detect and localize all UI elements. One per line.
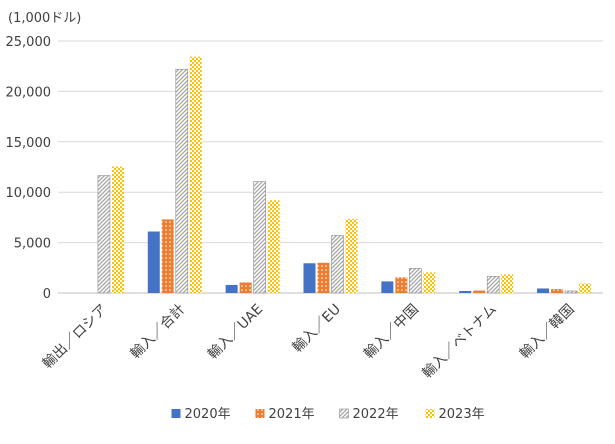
bar (175, 68, 189, 294)
bar (501, 274, 514, 293)
bar (97, 175, 111, 294)
x-tick-label: 輸出／ロシア (40, 301, 111, 372)
bar (345, 218, 358, 293)
legend-label: 2020年 (185, 407, 231, 422)
x-tick-label: 輸入／EU (290, 301, 345, 356)
bar (267, 200, 280, 293)
bar (111, 166, 124, 293)
bar (253, 181, 266, 294)
x-tick-label: 輸入／中国 (361, 301, 422, 362)
y-tick-label: 20,000 (6, 85, 52, 100)
legend-label: 2022年 (353, 407, 399, 422)
bar (551, 288, 564, 293)
bar (189, 56, 202, 294)
x-tick-label: 輸入／韓国 (517, 301, 578, 362)
legend-swatch (171, 409, 181, 418)
y-tick-label: 10,000 (6, 186, 52, 201)
bar (564, 290, 578, 294)
x-tick-label: 輸入／UAE (205, 301, 266, 362)
legend-label: 2021年 (269, 407, 315, 422)
bar (381, 281, 394, 293)
legend-swatch (255, 409, 265, 418)
gridlines (58, 40, 603, 294)
bar (473, 290, 486, 293)
x-tick-label: 輸入／合計 (128, 301, 189, 362)
legend-swatch (425, 409, 435, 418)
x-tick-label: 輸入／ベトナム (420, 301, 500, 381)
bar (225, 284, 238, 293)
legend-swatch (339, 408, 349, 419)
bar (423, 272, 436, 293)
bar (147, 231, 160, 293)
bar (409, 268, 422, 294)
y-tick-label: 5,000 (14, 237, 51, 252)
y-axis-ticks: 0 5,000 10,000 15,000 20,000 25,000 (6, 35, 52, 302)
bar (486, 276, 500, 294)
bar (579, 283, 592, 293)
y-axis-unit-label: (1,000ドル) (8, 11, 81, 26)
y-tick-label: 15,000 (6, 136, 52, 151)
bars (97, 56, 592, 294)
bar (317, 262, 330, 293)
y-tick-label: 0 (43, 287, 51, 302)
bar (395, 277, 408, 293)
bar (331, 235, 344, 294)
bar (459, 290, 472, 293)
y-tick-label: 25,000 (6, 35, 52, 50)
legend-label: 2023年 (439, 407, 485, 422)
bar (239, 282, 252, 293)
legend: 2020年 2021年 2022年 2023年 (171, 407, 485, 422)
bar (303, 263, 316, 293)
bar (537, 288, 550, 293)
bar (161, 219, 174, 293)
